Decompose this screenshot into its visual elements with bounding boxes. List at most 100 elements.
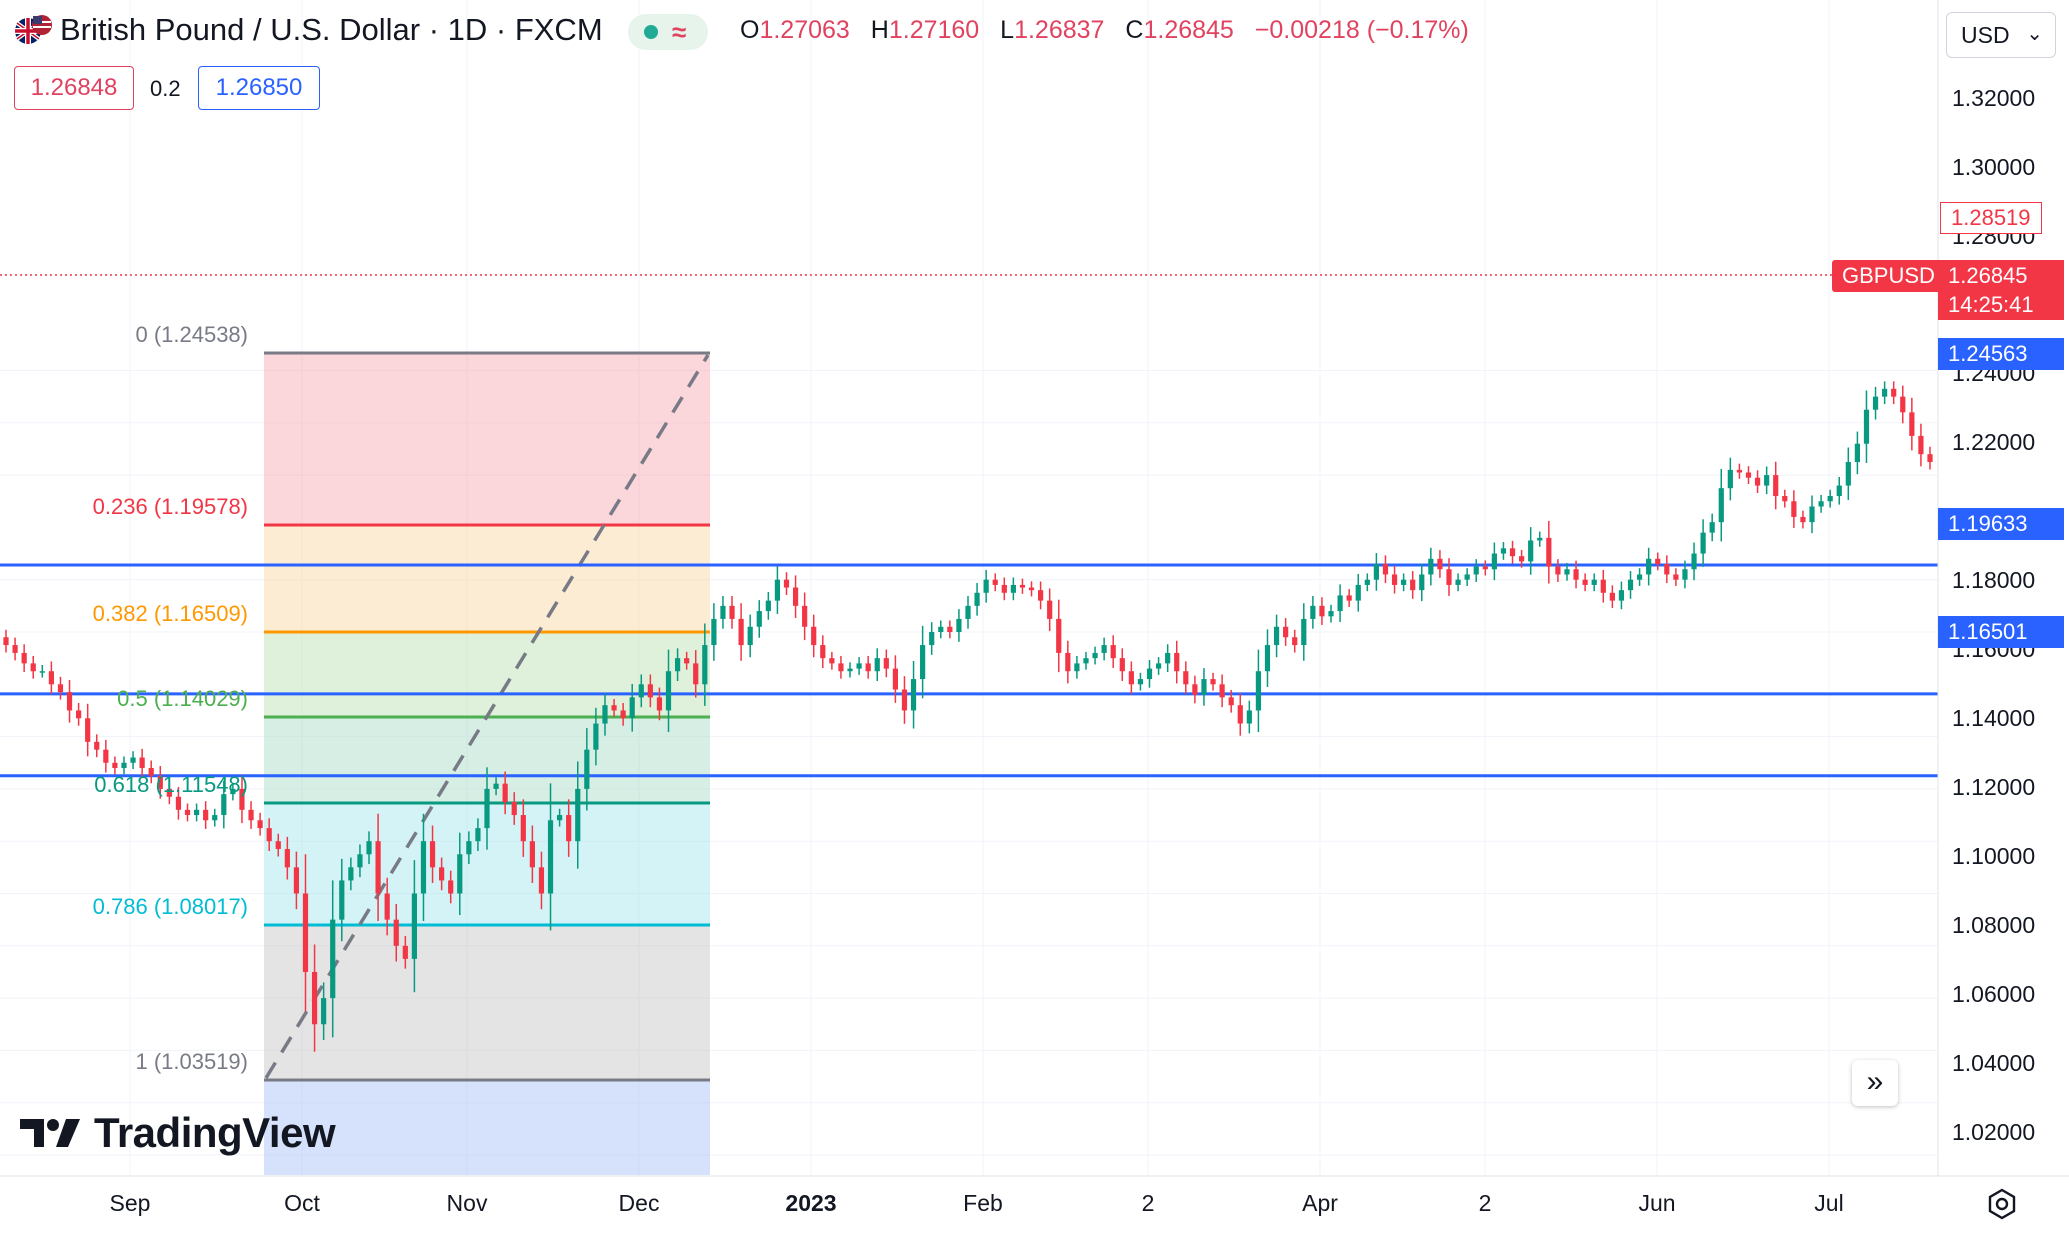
candle-body [1646,558,1652,575]
candle-body [1700,532,1706,554]
candle-body [1010,584,1016,593]
change-value: −0.00218 (−0.17%) [1254,16,1469,44]
candle-body [475,828,481,842]
candle-body [1264,645,1271,672]
candle-body [230,788,236,795]
candle-body [1555,566,1561,575]
symbol-tag: GBPUSD [1832,260,1945,292]
candle-body [1301,618,1307,646]
candles [3,381,1933,1052]
fib-zone-0236-0382 [264,525,710,632]
fib-zone-0786-1 [264,925,710,1080]
candle-body [66,692,73,711]
candle-body [584,749,590,789]
candle-body [221,794,227,816]
horizontal-levels[interactable] [0,563,1938,778]
buy-button[interactable]: 1.26850 [198,66,320,110]
high-key: H [870,16,889,44]
candle-body [1546,537,1552,567]
candle-body [1455,579,1461,585]
candle-body [420,841,427,894]
candle-body [838,663,844,672]
candle-body [1319,605,1325,617]
candle-body [1745,472,1752,478]
chevron-down-icon: ⌄ [2026,23,2043,45]
fibonacci-retracement[interactable] [264,351,710,1175]
candle-body [1691,553,1697,570]
candle-body [1155,663,1162,669]
candle-body [1382,564,1389,575]
candle-body [39,671,45,673]
candle-body [856,663,862,669]
candle-body [892,668,898,690]
tradingview-logo[interactable]: TradingView [20,1108,336,1158]
symbol-title[interactable]: British Pound / U.S. Dollar · 1D · FXCM [60,12,603,47]
currency-select[interactable]: USD ⌄ [1946,12,2056,58]
candle-body [1446,569,1452,585]
fib-label-0786: 0.786 (1.08017) [92,894,248,919]
candle-body [1854,443,1860,463]
candle-body [466,841,472,855]
fib-label-1: 1 (1.03519) [135,1049,248,1074]
candle-body [239,788,245,810]
candle-body [1110,645,1116,659]
candle-body [448,880,454,894]
alert-price-label[interactable]: 1.28519 [1940,202,2042,234]
candle-body [1609,592,1615,601]
time-tick: 2 [1478,1190,1492,1216]
candle-body [1364,579,1370,585]
candle-body [684,658,690,664]
candle-body [21,652,27,664]
candle-body [1346,595,1352,601]
candle-body [311,971,318,1025]
candle-body [1219,684,1225,698]
candle-body [1827,496,1833,502]
candle-body [1273,626,1280,646]
candle-body [1255,671,1262,711]
close-key: C [1125,16,1144,44]
candle-body [1038,590,1044,601]
candle-body [1809,506,1815,523]
candle-body [1918,435,1924,455]
candle-body [1201,679,1207,695]
time-tick: Apr [1302,1190,1338,1216]
price-tick: 1.02000 [1952,1119,2036,1145]
candle-body [783,579,790,588]
candle-body [956,618,962,632]
candle-body [293,867,300,894]
candle-body [1655,558,1661,565]
level-label-1: 1.24563 [1938,338,2064,370]
fib-trend-line [264,354,710,1079]
candle-body [1618,590,1625,601]
candle-body [729,605,735,619]
candle-body [511,801,517,816]
candle-body [1836,485,1842,497]
candle-body [1165,652,1171,664]
candle-body [575,788,581,842]
candle-body [302,893,309,972]
candle-body [1727,469,1733,489]
scroll-to-realtime-button[interactable]: » [1852,1060,1898,1106]
candle-body [765,600,771,612]
candle-body [1573,569,1579,580]
candle-body [330,919,336,999]
candle-body [1310,605,1316,619]
settings-icon[interactable] [1984,1186,2020,1222]
candle-body [1410,579,1416,591]
candle-body [1782,496,1788,502]
candle-body [384,893,390,920]
sell-button[interactable]: 1.26848 [14,66,134,110]
candle-body [266,828,272,842]
candle-body [920,645,926,680]
candle-body [883,658,889,669]
candle-body [184,809,191,816]
high-value: 1.27160 [888,16,980,44]
candle-body [48,671,54,685]
price-tick: 1.30000 [1952,154,2036,180]
candle-body [1682,569,1688,580]
candle-body [802,605,808,627]
open-value: 1.27063 [759,16,850,44]
market-status[interactable]: ≈ [628,14,708,50]
candle-body [865,663,871,672]
